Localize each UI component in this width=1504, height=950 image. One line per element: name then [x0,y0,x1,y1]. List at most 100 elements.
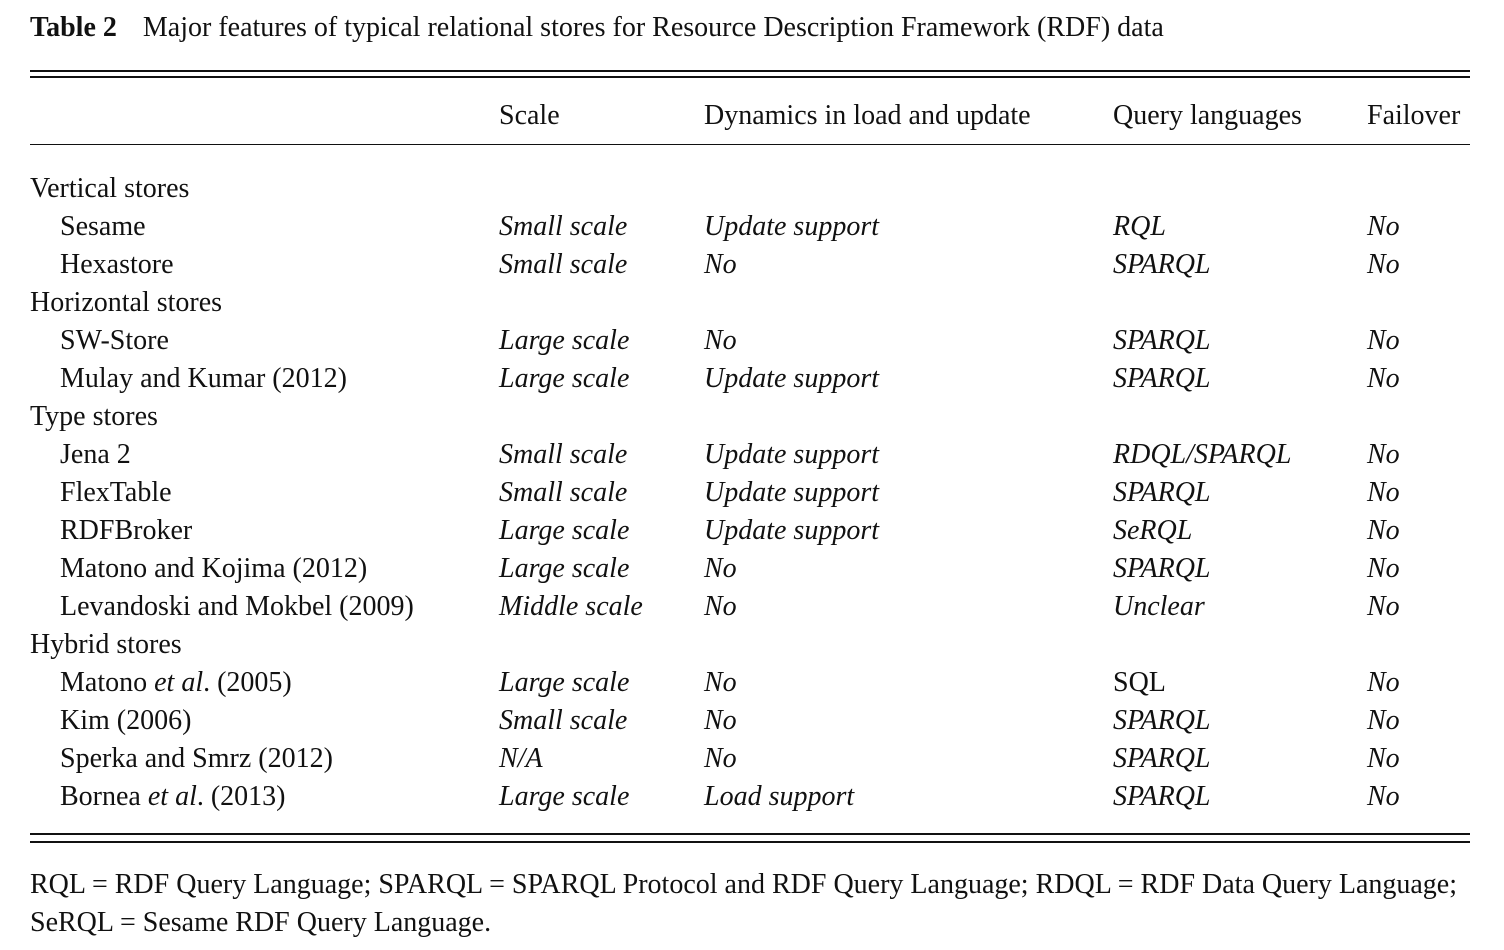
store-name: Jena 2 [60,436,131,474]
failover-cell: No [1367,781,1400,812]
store-name: Hexastore [60,246,174,284]
store-name-part: Hexastore [60,249,174,280]
failover-cell: No [1367,705,1400,736]
scale-cell: Small scale [499,249,628,280]
bottom-rule [30,833,1470,835]
query-language-cell: SPARQL [1113,363,1211,394]
failover-cell: No [1367,325,1400,356]
scale-cell: Large scale [499,553,630,584]
table-row: FlexTable Small scale Update support SPARQL… [30,474,1470,512]
scale-cell: N/A [499,743,543,774]
dynamics-cell: No [704,743,737,774]
dynamics-cell: No [704,249,737,280]
store-name: Mulay and Kumar (2012) [60,360,347,398]
failover-cell: No [1367,553,1400,584]
dynamics-cell: Update support [704,477,879,508]
dynamics-cell: Update support [704,439,879,470]
store-name: Matono et al. (2005) [60,664,292,702]
table-row: Mulay and Kumar (2012) Large scale Update … [30,360,1470,398]
store-name-part: SW-Store [60,325,169,356]
table-row: SW-Store Large scale No SPARQL No [30,322,1470,360]
dynamics-cell: No [704,667,737,698]
failover-cell: No [1367,439,1400,470]
store-name: Sesame [60,208,146,246]
bottom-rule-second [30,841,1470,843]
failover-cell: No [1367,591,1400,622]
table-row: Matono et al. (2005) Large scale No SQL No [30,664,1470,702]
group-heading: Type stores [30,401,158,432]
dynamics-cell: Update support [704,515,879,546]
dynamics-cell: Update support [704,363,879,394]
failover-cell: No [1367,667,1400,698]
failover-cell: No [1367,249,1400,280]
query-language-cell: SPARQL [1113,705,1211,736]
header-rule [30,144,1470,145]
store-name: Levandoski and Mokbel (2009) [60,588,414,626]
table-row: Hexastore Small scale No SPARQL No [30,246,1470,284]
query-language-cell: SPARQL [1113,781,1211,812]
scale-cell: Large scale [499,325,630,356]
store-name-part: Jena 2 [60,439,131,470]
store-name-part: Levandoski and Mokbel (2009) [60,591,414,622]
store-name-part: et al [147,781,197,812]
store-name-part: Sperka and Smrz (2012) [60,743,333,774]
store-name-part: et al [154,667,204,698]
store-name-part: Bornea [60,781,148,812]
query-language-cell: SeRQL [1113,515,1193,546]
failover-cell: No [1367,211,1400,242]
dynamics-cell: Load support [704,781,855,812]
dynamics-cell: No [704,705,737,736]
query-language-cell: Unclear [1113,591,1205,622]
table-header-row: Scale Dynamics in load and update Query … [30,97,1470,135]
store-name-part: Matono and Kojima (2012) [60,553,368,584]
query-language-cell: RQL [1113,211,1166,242]
table-label: Table 2 [30,12,117,43]
dynamics-cell: No [704,553,737,584]
dynamics-cell: No [704,591,737,622]
store-name-part: RDFBroker [60,515,193,546]
store-name: RDFBroker [60,512,192,550]
scale-cell: Middle scale [499,591,643,622]
store-name-part: Matono [60,667,155,698]
store-name-part: . (2013) [196,781,286,812]
query-language-cell: SPARQL [1113,477,1211,508]
failover-cell: No [1367,743,1400,774]
table-row: RDFBroker Large scale Update support SeRQL N… [30,512,1470,550]
dynamics-cell: Update support [704,211,879,242]
header-cell-scale: Scale [499,100,560,131]
top-rule-second [30,76,1470,78]
store-name-part: Mulay and Kumar (2012) [60,363,347,394]
query-language-cell: SQL [1113,667,1166,698]
scale-cell: Small scale [499,439,628,470]
query-language-cell: SPARQL [1113,553,1211,584]
group-heading: Horizontal stores [30,287,223,318]
table-caption-text: Major features of typical relational sto… [142,12,1164,43]
table-row: Jena 2 Small scale Update support RDQL/SPAR… [30,436,1470,474]
group-heading-row: Hybrid stores [30,626,1470,664]
store-name-part: FlexTable [60,477,172,508]
table-row: Sesame Small scale Update support RQL No [30,208,1470,246]
scale-cell: Small scale [499,705,628,736]
scale-cell: Large scale [499,781,630,812]
failover-cell: No [1367,363,1400,394]
table-footnote: RQL = RDF Query Language; SPARQL = SPARQ… [30,869,1458,938]
header-cell-dynamics: Dynamics in load and update [704,100,1031,131]
scale-cell: Large scale [499,363,630,394]
store-name-part: . (2005) [203,667,292,698]
query-language-cell: RDQL/SPARQL [1113,439,1292,470]
top-rule [30,70,1470,72]
group-heading: Hybrid stores [30,629,182,660]
store-name: SW-Store [60,322,169,360]
dynamics-cell: No [704,325,737,356]
table-row: Bornea et al. (2013) Large scale Load supp… [30,778,1470,816]
table-caption: Table 2 Major features of typical relatio… [30,8,1470,48]
scale-cell: Small scale [499,477,628,508]
group-heading-row: Type stores [30,398,1470,436]
store-name-part: Kim (2006) [60,705,192,736]
failover-cell: No [1367,515,1400,546]
failover-cell: No [1367,477,1400,508]
group-heading-row: Horizontal stores [30,284,1470,322]
store-name: Bornea et al. (2013) [60,778,286,816]
table-row: Sperka and Smrz (2012) N/A No SPARQL No [30,740,1470,778]
table-row: Kim (2006) Small scale No SPARQL No [30,702,1470,740]
